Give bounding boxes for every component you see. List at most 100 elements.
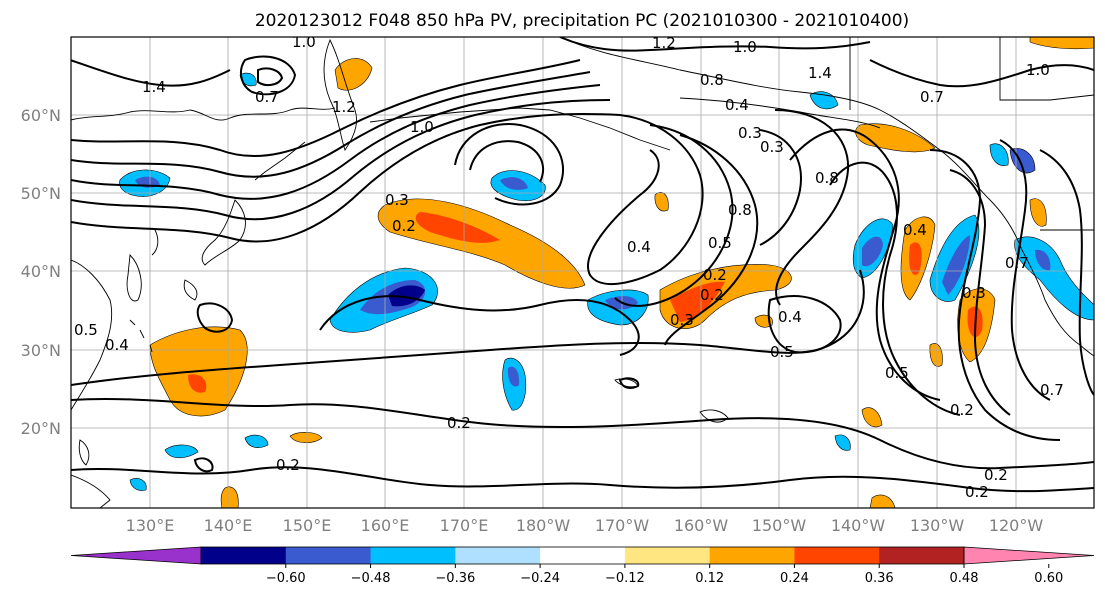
precip-positive-kuroshio-core xyxy=(415,212,500,243)
coast-taiwan xyxy=(78,439,90,466)
pv-label: 0.4 xyxy=(778,308,802,326)
pv-label: 0.5 xyxy=(74,321,98,339)
pv-label: 0.7 xyxy=(1005,254,1029,272)
map-frame xyxy=(70,36,1095,509)
pv-contour-jet-4 xyxy=(71,99,611,221)
pv-contour-north-1 xyxy=(559,37,871,52)
pv-label: 0.8 xyxy=(700,71,724,89)
pv-contour-jet-3 xyxy=(71,84,601,200)
lon-label: 150°W xyxy=(752,516,807,535)
pv-label: 0.4 xyxy=(627,238,651,256)
precip-negative-north-core xyxy=(500,177,528,190)
colorbar-cell xyxy=(285,547,372,564)
colorbar-tick-label: 0.36 xyxy=(865,571,894,586)
precip-positive-north xyxy=(334,58,373,91)
colorbar-cell xyxy=(709,547,795,564)
colorbar-cell xyxy=(879,547,965,564)
figure-title: 2020123012 F048 850 hPa PV, precipitatio… xyxy=(255,11,909,31)
pv-label: 1.2 xyxy=(332,98,356,116)
coast-islands-1 xyxy=(129,319,153,353)
pv-contour-jet-2 xyxy=(71,71,591,178)
precip-positive-west-pacific-core xyxy=(188,374,207,393)
precip-negative-dateline-core xyxy=(507,366,520,387)
pv-contour-closed-north xyxy=(239,55,297,96)
pv-label: 1.4 xyxy=(142,78,166,96)
pv-contour-ridge-1 xyxy=(759,129,802,246)
coast-alaska xyxy=(559,37,1023,251)
colorbar-cell xyxy=(370,547,456,564)
colorbar-ticks: −0.60 −0.48 −0.36 −0.24 −0.12 0.12 0.24 0.36 0.4… xyxy=(266,564,1063,586)
pv-contours xyxy=(71,37,1094,493)
precip-positive-small-4 xyxy=(869,494,896,508)
colorbar-tick-label: 0.48 xyxy=(950,571,979,586)
precip-positive-small-8 xyxy=(929,343,943,367)
pv-contour-small-1 xyxy=(193,457,214,473)
precip-negative-small-1 xyxy=(164,444,199,459)
pv-label: 0.3 xyxy=(962,284,986,302)
coast-korea xyxy=(126,254,142,302)
lon-label: 170°W xyxy=(595,516,650,535)
precip-negative-small-3 xyxy=(129,478,147,491)
lon-label: 160°E xyxy=(361,516,410,535)
coast-islands-2 xyxy=(151,229,159,256)
coast-aleutians xyxy=(369,107,671,151)
pv-contour-ridge-2 xyxy=(774,109,850,306)
pv-contour-east-wave-6 xyxy=(1039,149,1094,396)
precip-positive-small-5 xyxy=(654,191,669,212)
coast-asia-east xyxy=(71,107,336,121)
colorbar-tick-label: 0.12 xyxy=(695,571,724,586)
pv-contour-east-wave-1 xyxy=(789,128,941,401)
pv-label: 1.0 xyxy=(292,33,316,51)
colorbar-tick-label: −0.12 xyxy=(605,571,645,586)
pv-contour-north-3 xyxy=(71,59,231,87)
colorbar-cell xyxy=(540,547,626,564)
precip-negative-east-2-core xyxy=(1035,249,1051,271)
pv-label: 0.3 xyxy=(385,191,409,209)
colorbar-frame xyxy=(200,546,965,565)
pv-label: 1.0 xyxy=(1026,61,1050,79)
pv-label: 0.3 xyxy=(670,311,694,329)
pv-contour-subtropic-3 xyxy=(71,397,1094,470)
lon-label: 150°E xyxy=(283,516,332,535)
pv-contour-trough-1 xyxy=(454,123,565,206)
pv-contour-closed-west xyxy=(196,302,234,333)
precip-negative-coast-core xyxy=(942,235,970,295)
colorbar-cell xyxy=(201,547,287,564)
precip-positive-small-3 xyxy=(861,407,883,428)
pv-label: 0.8 xyxy=(815,169,839,187)
lon-label: 130°E xyxy=(126,516,175,535)
pv-label: 1.4 xyxy=(808,64,832,82)
lat-label: 60°N xyxy=(21,106,61,125)
pv-contour-jet-1 xyxy=(71,59,581,158)
pv-label: 0.2 xyxy=(392,217,416,235)
precip-positive-central-core xyxy=(670,281,725,322)
precip-negative-small-4 xyxy=(834,434,851,451)
pv-contour-subtropic-1 xyxy=(319,295,640,356)
lon-label: 180°W xyxy=(516,516,571,535)
pv-contour-wave-3 xyxy=(664,134,759,346)
colorbar-cell xyxy=(794,547,880,564)
pv-label: 1.2 xyxy=(652,34,676,52)
colorbar-tick-label: −0.24 xyxy=(520,571,560,586)
pv-label: 0.4 xyxy=(105,336,129,354)
precip-positive-small-1 xyxy=(289,432,323,443)
longitude-labels: 130°E 140°E 150°E 160°E 170°E 180°W 170°… xyxy=(126,516,1044,535)
precip-positive-small-2 xyxy=(220,486,239,508)
map-panel: 1.0 1.4 0.7 1.2 1.0 1.2 0.8 1.4 1.0 0.7 … xyxy=(70,33,1095,509)
lon-label: 120°W xyxy=(989,516,1044,535)
colorbar-extend-high xyxy=(963,546,1095,565)
coast-philippines xyxy=(71,474,111,508)
colorbar-tick-label: −0.36 xyxy=(435,571,475,586)
lon-label: 140°E xyxy=(204,516,253,535)
pv-contour-jet-5 xyxy=(71,113,621,243)
pv-label: 0.3 xyxy=(738,124,762,142)
pv-contour-north-2 xyxy=(869,59,1094,88)
precip-negative-east-1-core xyxy=(862,236,883,267)
precip-positive-small-7 xyxy=(1029,198,1047,227)
pv-label: 1.0 xyxy=(733,38,757,56)
pv-label: 0.7 xyxy=(920,88,944,106)
lon-label: 170°E xyxy=(440,516,489,535)
precip-negative-small-2 xyxy=(244,434,269,448)
colorbar: −0.60 −0.48 −0.36 −0.24 −0.12 0.12 0.24 0.36 0.4… xyxy=(70,546,1095,586)
